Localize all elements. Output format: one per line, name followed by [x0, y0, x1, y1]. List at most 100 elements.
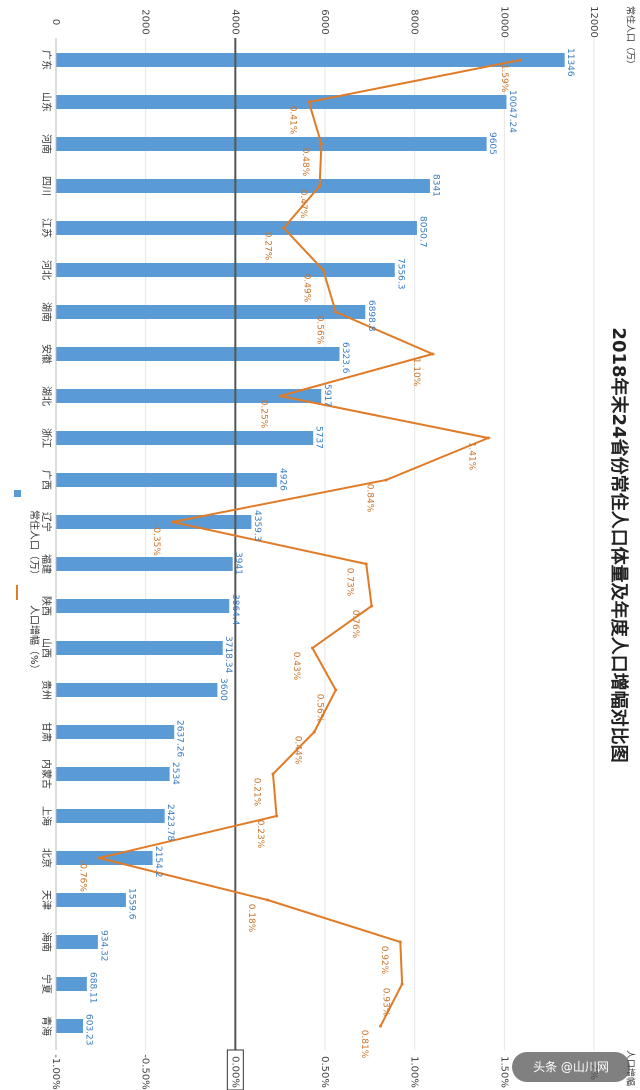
category-label: 甘肃 [40, 722, 53, 742]
category-label: 河北 [40, 260, 52, 280]
growth-value-label: 0.84% [364, 484, 374, 513]
bar [56, 263, 395, 277]
growth-point [364, 562, 368, 566]
bar-value-label: 934.32 [98, 930, 108, 962]
bar [56, 935, 98, 949]
growth-point [282, 226, 286, 230]
bar-value-label: 8050.7 [417, 216, 427, 248]
value-tick-label: 0 [50, 19, 61, 25]
growth-point [384, 478, 388, 482]
category-label: 江苏 [40, 218, 53, 238]
bar [56, 347, 340, 361]
value-tick-label: 4000 [229, 9, 240, 34]
growth-point [307, 100, 311, 104]
chart-title: 2018年末24省份常住人口体量及年度人口增幅对比图 [608, 327, 630, 762]
bar [56, 599, 230, 613]
growth-point [97, 856, 101, 860]
growth-value-label: 0.25% [259, 400, 269, 429]
pct-tick-label: 0.00% [229, 1056, 240, 1088]
growth-value-label: -0.76% [78, 860, 88, 892]
growth-value-label: 0.81% [359, 1030, 369, 1059]
bar-value-label: 3941 [233, 552, 243, 575]
bar-value-label: 11346 [565, 48, 575, 77]
bar [56, 515, 252, 529]
bar [56, 389, 322, 403]
growth-point [334, 688, 338, 692]
bar [56, 767, 170, 781]
category-label: 湖北 [40, 386, 52, 406]
growth-point [319, 142, 323, 146]
growth-point [398, 940, 402, 944]
bar-value-label: 5737 [314, 426, 324, 449]
category-label: 青海 [40, 1016, 53, 1036]
pct-tick-label: 1.00% [409, 1056, 420, 1088]
bar-value-label: 7556.3 [395, 258, 405, 290]
growth-point [431, 352, 435, 356]
bar [56, 179, 430, 193]
growth-value-label: 0.56% [314, 694, 324, 723]
growth-value-label: 1.10% [411, 358, 421, 387]
growth-value-label: 0.23% [255, 820, 265, 849]
bar-value-label: 3718.34 [223, 636, 233, 673]
growth-point [312, 730, 316, 734]
category-label: 陕西 [40, 596, 53, 616]
growth-value-label: 0.21% [251, 778, 261, 807]
watermark-text: 头条 @山川网 [533, 1060, 609, 1074]
growth-value-label: 0.47% [298, 190, 308, 219]
bar-value-label: 6323.6 [340, 342, 350, 374]
category-label: 辽宁 [40, 512, 53, 532]
category-label: 福建 [40, 554, 53, 574]
category-label: 海南 [40, 932, 53, 952]
bar [56, 305, 366, 319]
bar-value-label: 4926 [277, 468, 287, 491]
watermark-badge [512, 1052, 630, 1082]
bar [56, 641, 223, 655]
growth-value-label: 0.44% [293, 736, 303, 765]
pct-tick-label: -1.00% [50, 1054, 61, 1089]
zero-tick-box [226, 1049, 244, 1090]
legend-swatch-bars [14, 490, 21, 497]
value-axis-title: 常住人口（万） [625, 6, 637, 69]
category-label: 山东 [40, 92, 53, 112]
growth-value-label: 0.73% [345, 568, 355, 597]
axes-group: 0 2000 4000 6000 8000 10000 12000 -1.00% -0.50% 0… [14, 6, 637, 1090]
growth-point [486, 436, 490, 440]
value-tick-label: 12000 [588, 6, 599, 38]
category-label: 河南 [40, 134, 53, 154]
bar-value-label: 688.11 [87, 972, 97, 1004]
category-label: 安徽 [40, 344, 53, 364]
growth-value-label: 0.41% [287, 106, 297, 135]
pct-tick-label: 0.50% [319, 1056, 330, 1088]
growth-point [310, 646, 314, 650]
growth-value-label: 0.49% [302, 274, 312, 303]
category-label: 四川 [40, 176, 51, 196]
growth-value-label: 0.18% [246, 904, 256, 933]
growth-value-label: 1.59% [499, 64, 509, 93]
bar-value-label: 9605 [487, 132, 497, 155]
category-label: 贵州 [40, 680, 53, 700]
value-tick-label: 2000 [140, 9, 151, 34]
category-label: 广东 [40, 50, 53, 70]
bar [56, 1019, 84, 1033]
bar-value-label: 6898.8 [366, 300, 376, 332]
growth-value-label: 0.56% [314, 316, 324, 345]
bar-value-label: 3864.4 [230, 594, 240, 626]
value-tick-label: 6000 [319, 9, 330, 34]
line-series [97, 58, 522, 1028]
bar [56, 557, 233, 571]
bar-value-label: 5917 [322, 384, 332, 407]
labels-group: 11346 广东 10047.24 山东 9605 河南 8341 四川 8050.7 江苏 755… [40, 48, 575, 1059]
bar-value-label: 3600 [218, 678, 228, 701]
bar [56, 809, 165, 823]
growth-point [271, 772, 275, 776]
value-tick-label: 8000 [409, 9, 420, 34]
bar [56, 53, 565, 67]
pct-tick-label: 1.50% [498, 1056, 509, 1088]
growth-point [334, 310, 338, 314]
growth-point [171, 520, 175, 524]
category-label: 宁夏 [40, 974, 53, 994]
pct-tick-label: -0.50% [140, 1054, 151, 1089]
growth-value-label: 0.93% [381, 988, 391, 1017]
bar-value-label: 8341 [430, 174, 440, 197]
